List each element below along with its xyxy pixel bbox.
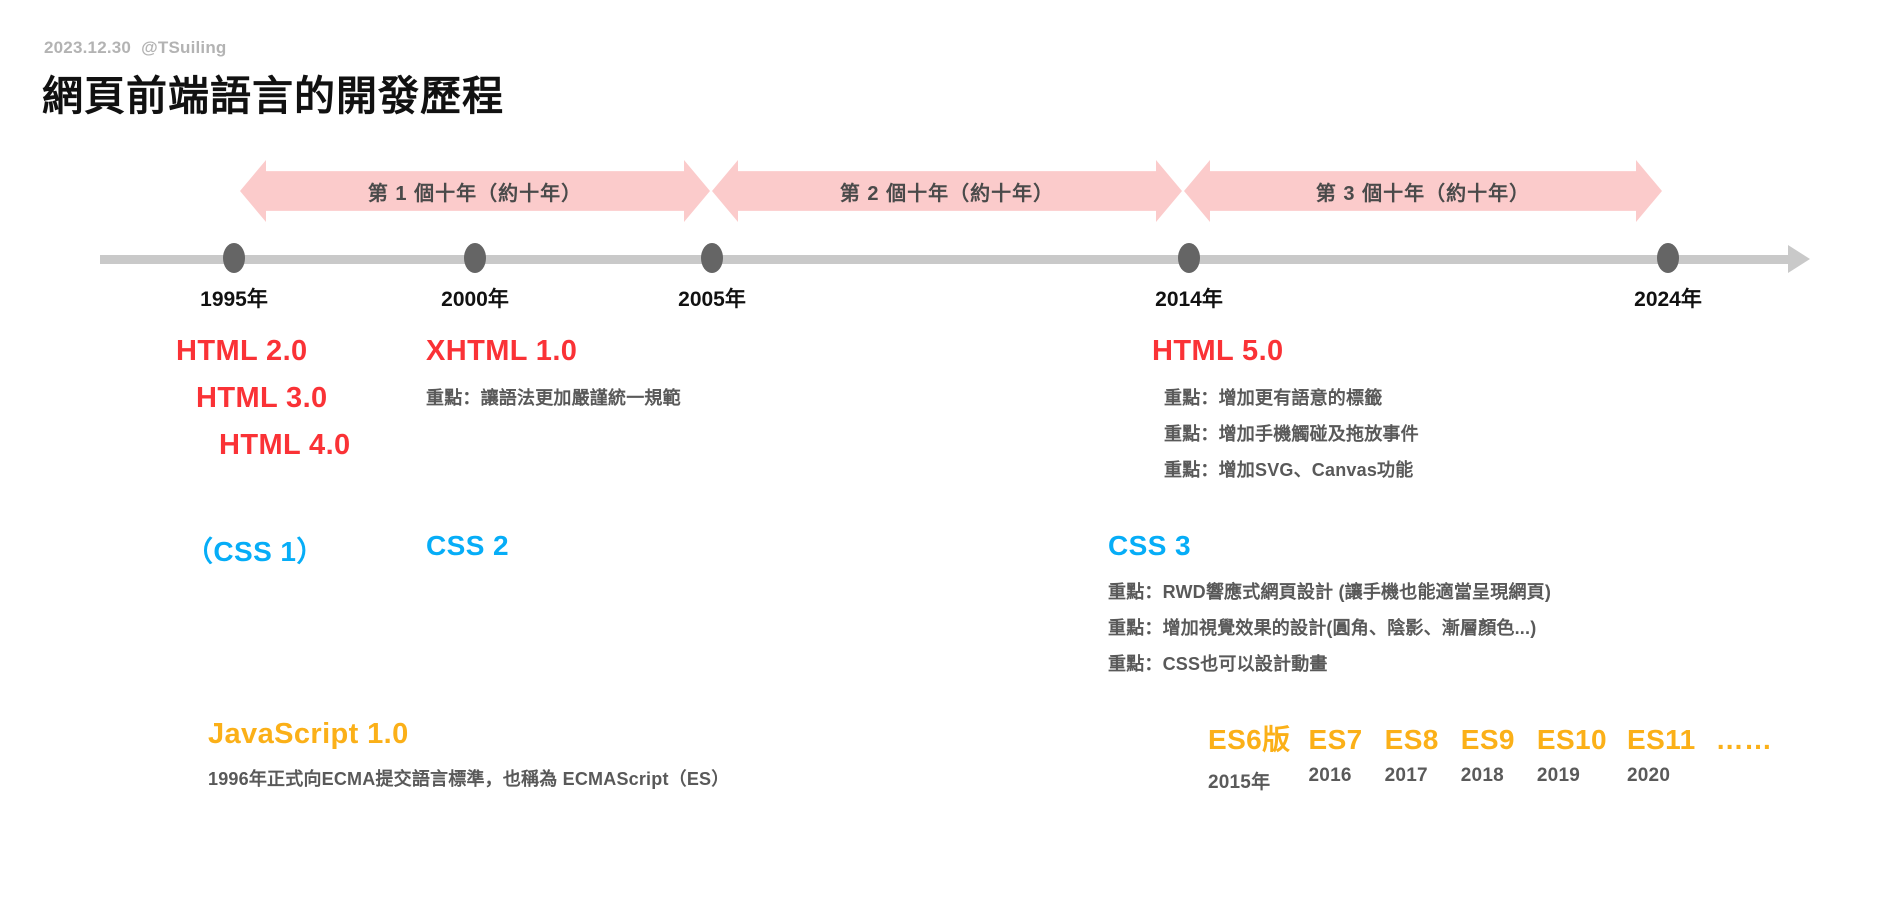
timeline-dot-2005: [701, 243, 723, 273]
css3-title: CSS 3: [1108, 530, 1191, 561]
css3-detail-3: 重點：CSS也可以設計動畫: [1108, 654, 1328, 674]
header-meta: 2023.12.30 @TSuiling: [44, 38, 227, 58]
css3-detail-2: 重點：增加視覺效果的設計(圓角、陰影、漸層顏色...): [1108, 618, 1537, 638]
timeline-label-2000: 2000年: [441, 288, 509, 311]
decade-arrow-1-label: 第 1 個十年（約十年）: [367, 182, 583, 205]
es-release-es6-year: 2015年: [1208, 772, 1271, 793]
xhtml-block: XHTML 1.0 重點：讓語法更加嚴謹統一規範: [426, 335, 681, 410]
html-4-label: HTML 4.0: [219, 429, 351, 461]
css2-block: CSS 2: [426, 530, 509, 562]
css2-title: CSS 2: [426, 530, 509, 561]
timeline-label-2024: 2024年: [1634, 288, 1702, 311]
author-handle: @TSuiling: [141, 38, 227, 57]
html5-details: 重點：增加更有語意的標籤 重點：增加手機觸碰及拖放事件 重點：增加SVG、Can…: [1164, 384, 1419, 482]
es-release-es8-year: 2017: [1384, 765, 1428, 786]
xhtml-details: 重點：讓語法更加嚴謹統一規範: [426, 384, 681, 410]
timeline-label-2014: 2014年: [1155, 288, 1223, 311]
es-release-es8-version: ES8: [1384, 724, 1439, 755]
decade-arrow-3-label: 第 3 個十年（約十年）: [1315, 182, 1531, 205]
timeline-label-1995: 1995年: [200, 288, 268, 311]
css3-details: 重點：RWD響應式網頁設計 (讓手機也能適當呈現網頁) 重點：增加視覺效果的設計…: [1108, 578, 1551, 676]
es-release-es9-version: ES9: [1460, 724, 1515, 755]
timeline-dot-2014: [1178, 243, 1200, 273]
es-release-es11-year: 2020: [1627, 765, 1671, 786]
html5-detail-1: 重點：增加更有語意的標籤: [1164, 388, 1383, 408]
es-release-more-version: ……: [1715, 724, 1773, 755]
html-3-label: HTML 3.0: [196, 382, 328, 414]
es-release-es7-version: ES7: [1308, 724, 1363, 755]
es-release-es10-version: ES10: [1536, 724, 1608, 755]
timeline-label-2005: 2005年: [678, 288, 746, 311]
timeline-axis: [100, 255, 1792, 264]
timeline-dot-2024: [1657, 243, 1679, 273]
javascript-block: JavaScript 1.0 1996年正式向ECMA提交語言標準，也稱為 EC…: [208, 718, 729, 791]
page-title: 網頁前端語言的開發歷程: [42, 73, 504, 119]
timeline-dot-1995: [223, 243, 245, 273]
publish-date: 2023.12.30: [44, 38, 132, 57]
es-release-es11: ES11 2020: [1627, 724, 1696, 787]
es-release-es7-year: 2016: [1308, 765, 1352, 786]
es-release-es9: ES9 2018: [1461, 724, 1515, 787]
html5-detail-2: 重點：增加手機觸碰及拖放事件: [1164, 424, 1419, 444]
es-releases-block: ES6版 2015年 ES7 2016 ES8 2017 ES9 2018 ES…: [1208, 718, 1772, 794]
es-release-es10-year: 2019: [1536, 765, 1580, 786]
xhtml-detail-1: 重點：讓語法更加嚴謹統一規範: [426, 388, 681, 408]
decade-arrow-2: 第 2 個十年（約十年）: [712, 160, 1182, 222]
decade-arrow-1: 第 1 個十年（約十年）: [240, 160, 710, 222]
html5-block: HTML 5.0 重點：增加更有語意的標籤 重點：增加手機觸碰及拖放事件 重點：…: [1152, 335, 1419, 482]
decade-arrow-2-label: 第 2 個十年（約十年）: [839, 182, 1055, 205]
html-2-label: HTML 2.0: [176, 335, 308, 367]
es-release-es7: ES7 2016: [1309, 724, 1363, 787]
decade-arrow-3: 第 3 個十年（約十年）: [1184, 160, 1662, 222]
css3-detail-1: 重點：RWD響應式網頁設計 (讓手機也能適當呈現網頁): [1108, 582, 1552, 602]
timeline-axis-arrowhead-icon: [1788, 245, 1810, 273]
decade-arrow-band: 第 1 個十年（約十年） 第 2 個十年（約十年） 第 3 個十年（約十年）: [0, 160, 1900, 222]
timeline-dot-2000: [464, 243, 486, 273]
es-release-es11-version: ES11: [1627, 724, 1696, 755]
javascript-title: JavaScript 1.0: [208, 718, 409, 750]
es-release-es8: ES8 2017: [1385, 724, 1439, 787]
javascript-details: 1996年正式向ECMA提交語言標準，也稱為 ECMAScript（ES）: [208, 765, 729, 791]
html5-detail-3: 重點：增加SVG、Canvas功能: [1164, 460, 1414, 480]
javascript-detail-1: 1996年正式向ECMA提交語言標準，也稱為 ECMAScript（ES）: [208, 769, 730, 789]
html5-title: HTML 5.0: [1152, 335, 1284, 367]
es-release-es6-version: ES6版: [1208, 724, 1291, 755]
xhtml-title: XHTML 1.0: [426, 335, 578, 367]
es-release-es10: ES10 2019: [1537, 724, 1607, 787]
es-release-es9-year: 2018: [1460, 765, 1504, 786]
css1-block: （CSS 1）: [185, 530, 325, 570]
es-release-more: ……: [1716, 724, 1773, 765]
html-early-versions-block: HTML 2.0 HTML 3.0 HTML 4.0: [176, 335, 1900, 462]
css3-block: CSS 3 重點：RWD響應式網頁設計 (讓手機也能適當呈現網頁) 重點：增加視…: [1108, 530, 1551, 676]
css1-title: （CSS 1）: [185, 536, 325, 567]
es-release-es6: ES6版 2015年: [1208, 718, 1291, 794]
